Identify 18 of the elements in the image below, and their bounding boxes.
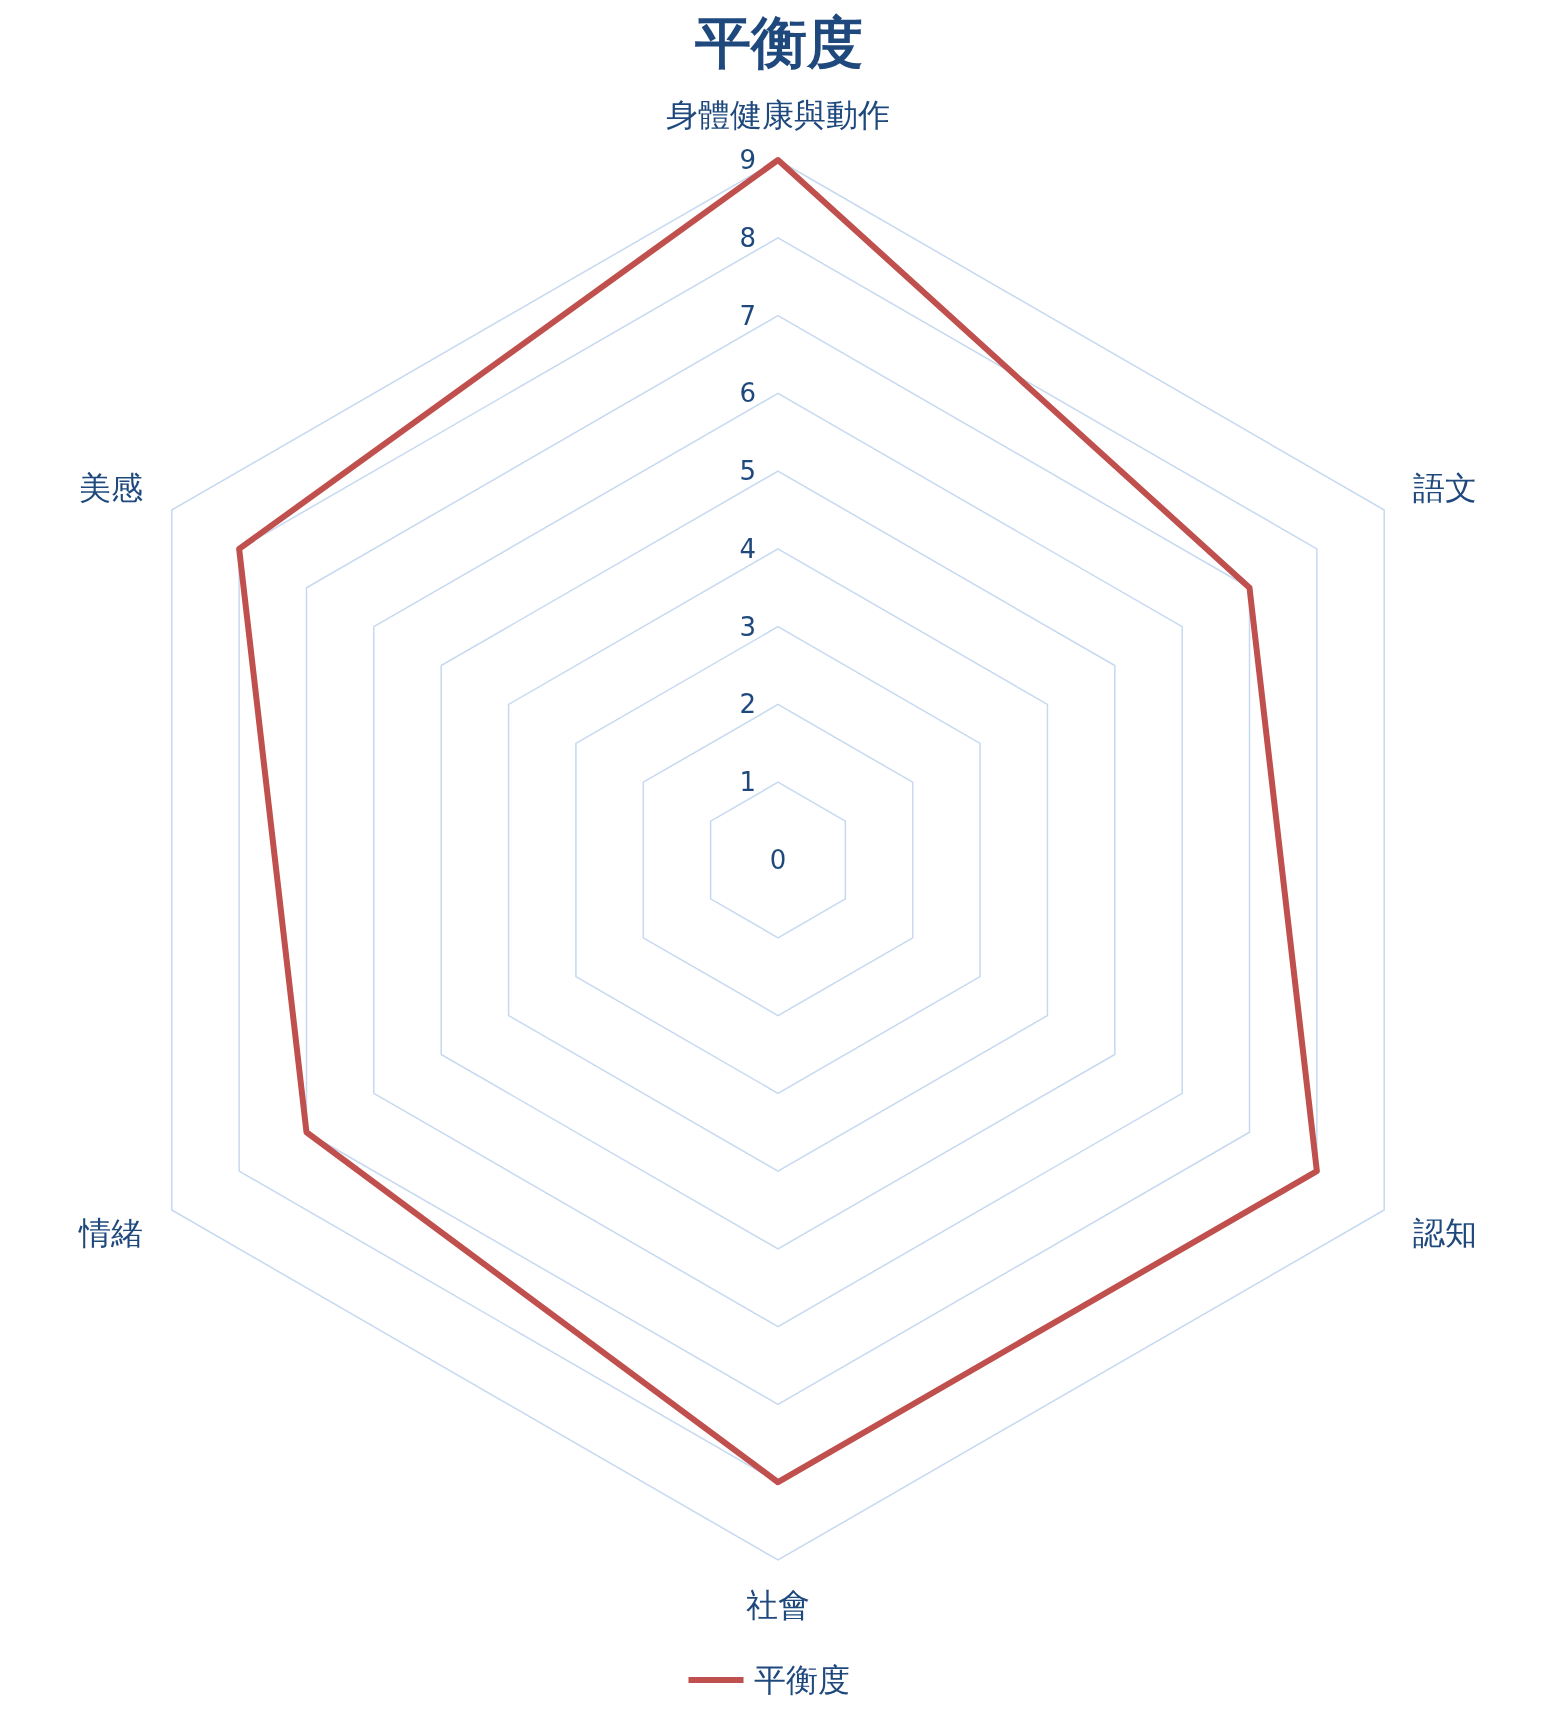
spoke-label: 身體健康與動作 <box>666 96 890 134</box>
y-tick-label: 9 <box>739 145 756 175</box>
y-tick-label: 4 <box>739 533 756 564</box>
spoke-label: 情緒 <box>77 1213 143 1252</box>
y-tick-label: 3 <box>739 611 756 642</box>
y-tick-label: 8 <box>739 222 756 253</box>
chart-title: 平衡度 <box>693 10 863 75</box>
spoke-label: 美感 <box>78 468 143 507</box>
spoke-label: 語文 <box>1413 468 1478 507</box>
y-tick-label: 5 <box>739 456 756 487</box>
y-tick-label: 2 <box>739 689 756 720</box>
y-tick-label: 6 <box>739 378 756 409</box>
y-tick-label: 7 <box>739 300 756 331</box>
spoke-label: 社會 <box>746 1586 810 1624</box>
y-tick-label: 1 <box>739 767 756 798</box>
y-tick-label: 0 <box>769 845 787 875</box>
spoke-label: 認知 <box>1413 1213 1478 1252</box>
legend-label: 平衡度 <box>753 1661 850 1699</box>
